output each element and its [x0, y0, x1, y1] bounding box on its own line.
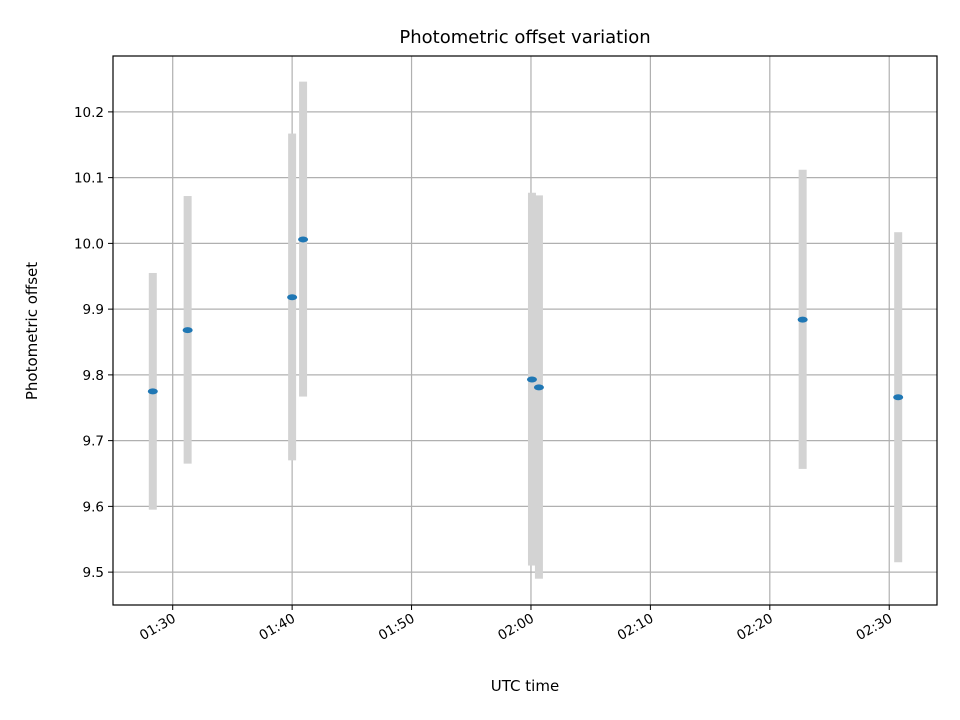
data-point — [533, 384, 544, 391]
y-tick-label: 10.2 — [74, 105, 104, 121]
y-tick-label: 9.5 — [83, 565, 104, 581]
y-tick-label: 10.0 — [74, 236, 104, 252]
y-tick-label: 9.6 — [83, 499, 104, 515]
x-axis-label: UTC time — [491, 677, 559, 695]
data-point — [182, 327, 193, 334]
y-tick-label: 9.7 — [83, 434, 104, 450]
data-point — [797, 316, 808, 323]
y-tick-label: 9.9 — [83, 302, 104, 318]
data-point — [298, 236, 309, 243]
data-point — [526, 376, 537, 383]
data-point — [147, 388, 158, 395]
data-points — [147, 236, 904, 401]
data-point — [893, 394, 904, 401]
y-tick-label: 9.8 — [83, 368, 104, 384]
y-axis-ticks: 9.5 9.6 9.7 9.8 9.9 10.0 10.1 10.2 — [74, 105, 113, 581]
chart-title: Photometric offset variation — [399, 27, 650, 48]
y-tick-label: 10.1 — [74, 171, 104, 187]
data-point — [287, 294, 298, 301]
plot-frame — [112, 55, 938, 606]
y-axis-label: Photometric offset — [23, 262, 41, 400]
